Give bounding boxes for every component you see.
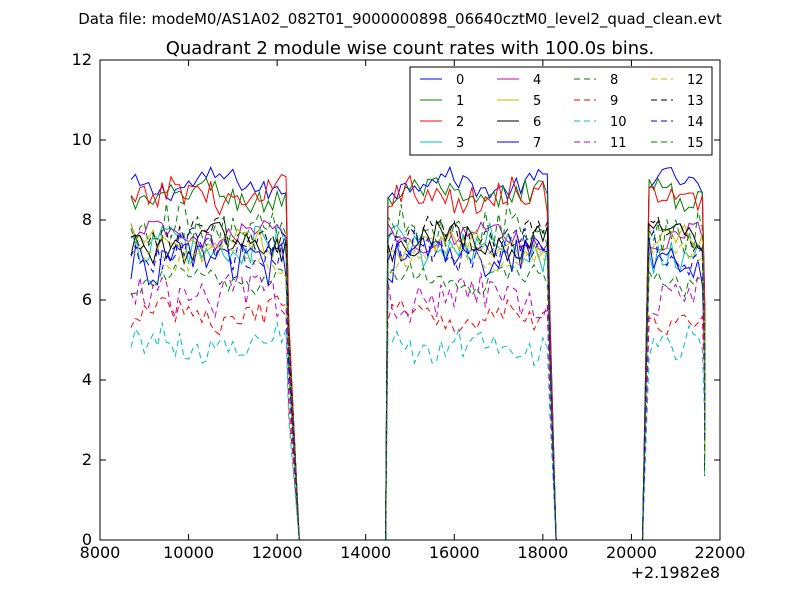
y-tick-label: 8: [82, 210, 92, 229]
legend-label-0: 0: [456, 73, 464, 88]
legend-label-3: 3: [456, 136, 464, 151]
series-line-6: [130, 219, 706, 541]
plot-lines: [130, 165, 706, 541]
y-tick-label: 6: [82, 290, 92, 309]
data-file-header: Data file: modeM0/AS1A02_082T01_90000008…: [78, 10, 722, 29]
legend-label-8: 8: [610, 73, 618, 88]
x-tick-label: 14000: [340, 543, 391, 562]
x-offset-label: +2.1982e8: [631, 563, 720, 582]
legend-label-9: 9: [610, 94, 618, 109]
series-line-14: [130, 226, 706, 541]
legend-label-4: 4: [533, 73, 541, 88]
y-tick-label: 4: [82, 370, 92, 389]
legend-label-7: 7: [533, 136, 541, 151]
x-tick-label: 12000: [252, 543, 303, 562]
series-line-8: [130, 260, 706, 541]
series-line-11: [130, 272, 706, 541]
legend-label-6: 6: [533, 115, 541, 130]
legend-label-13: 13: [687, 94, 704, 109]
series-line-9: [130, 295, 706, 541]
legend-label-10: 10: [610, 115, 627, 130]
y-tick-label: 12: [72, 50, 92, 69]
legend-label-5: 5: [533, 94, 541, 109]
series-line-12: [130, 239, 706, 541]
y-tick-label: 10: [72, 130, 92, 149]
x-tick-label: 22000: [695, 543, 746, 562]
x-tick-label: 18000: [517, 543, 568, 562]
x-tick-label: 20000: [606, 543, 657, 562]
x-tick-label: 10000: [163, 543, 214, 562]
series-line-10: [130, 321, 706, 541]
series-line-4: [130, 219, 706, 541]
series-line-7: [130, 236, 706, 541]
legend-label-1: 1: [456, 94, 464, 109]
series-line-2: [130, 173, 706, 541]
series-line-5: [130, 223, 706, 541]
chart-title: Quadrant 2 module wise count rates with …: [166, 38, 655, 59]
legend-label-2: 2: [456, 115, 464, 130]
x-tick-label: 16000: [429, 543, 480, 562]
x-tick-label: 8000: [80, 543, 121, 562]
legend-label-15: 15: [687, 136, 704, 151]
x-axis: 8000 10000 12000 14000 16000 18000 20000 22000: [80, 60, 746, 562]
series-line-3: [130, 222, 706, 541]
legend-label-12: 12: [687, 73, 704, 88]
legend-label-14: 14: [687, 115, 704, 130]
series-line-13: [130, 215, 706, 541]
y-tick-label: 2: [82, 450, 92, 469]
legend-label-11: 11: [610, 136, 627, 151]
y-tick-label: 0: [82, 530, 92, 549]
legend-box: [409, 66, 713, 156]
